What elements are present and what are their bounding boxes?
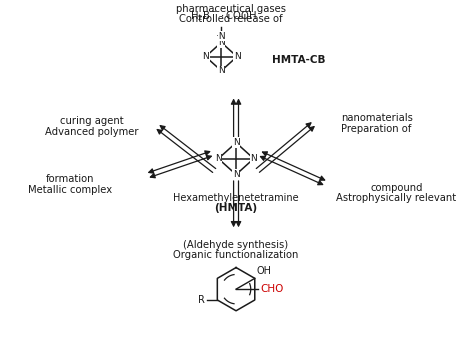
Text: curing agent: curing agent bbox=[60, 116, 123, 126]
Text: HMTA-CB: HMTA-CB bbox=[273, 55, 326, 65]
Text: Controlled release of: Controlled release of bbox=[179, 14, 283, 24]
Text: pharmaceutical gases: pharmaceutical gases bbox=[176, 4, 286, 14]
Text: N: N bbox=[202, 52, 209, 61]
Text: N: N bbox=[234, 52, 240, 61]
Text: nanomaterials: nanomaterials bbox=[341, 113, 412, 123]
Text: Astrophysically relevant: Astrophysically relevant bbox=[336, 193, 456, 203]
Text: ·N: ·N bbox=[217, 31, 226, 40]
Text: N: N bbox=[233, 138, 239, 147]
Text: compound: compound bbox=[370, 183, 422, 193]
Text: Metallic complex: Metallic complex bbox=[28, 185, 112, 195]
Text: N: N bbox=[218, 66, 225, 75]
Text: N: N bbox=[233, 170, 239, 179]
Text: N: N bbox=[215, 154, 222, 163]
Text: (HMTA): (HMTA) bbox=[215, 203, 257, 212]
Text: Organic functionalization: Organic functionalization bbox=[173, 250, 299, 260]
Text: Advanced polymer: Advanced polymer bbox=[45, 127, 138, 137]
Text: CHO: CHO bbox=[261, 284, 284, 294]
Text: Preparation of: Preparation of bbox=[341, 124, 412, 134]
Text: N: N bbox=[250, 154, 257, 163]
Text: (Aldehyde synthesis): (Aldehyde synthesis) bbox=[183, 240, 289, 250]
Text: OH: OH bbox=[257, 266, 272, 276]
Text: R: R bbox=[198, 295, 205, 305]
Text: formation: formation bbox=[46, 174, 94, 184]
Text: H$_2$B$^-\cdot$COOH: H$_2$B$^-\cdot$COOH bbox=[190, 9, 256, 23]
Text: N: N bbox=[218, 38, 225, 47]
Text: Hexamethylenetetramine: Hexamethylenetetramine bbox=[173, 193, 299, 203]
